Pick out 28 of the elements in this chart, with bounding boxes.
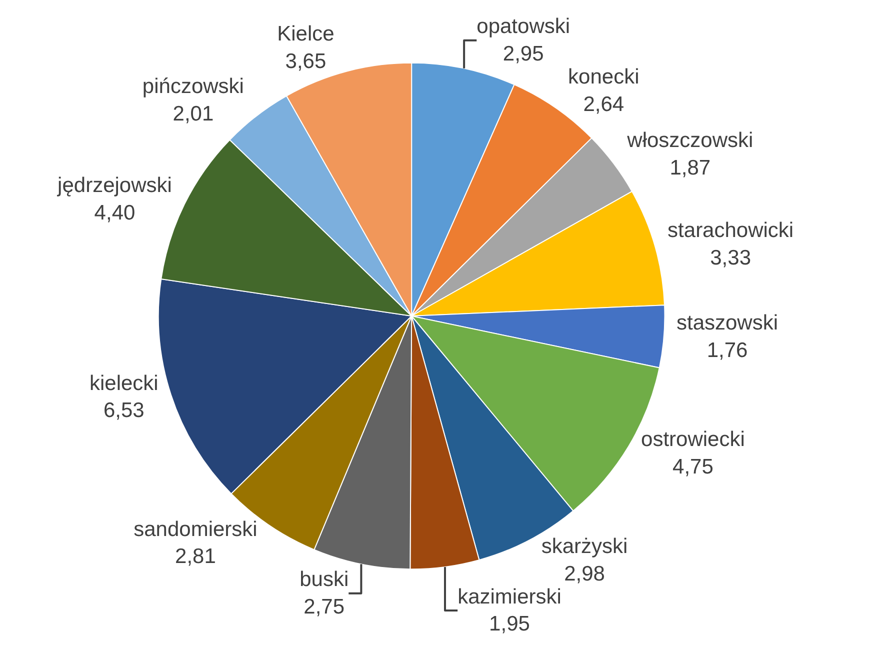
slice-label: kazimierski [458, 585, 562, 608]
slice-label: opatowski [476, 15, 570, 38]
data-label: 6,53 [103, 399, 144, 422]
data-label: 2,75 [304, 596, 345, 619]
slice-label: włoszczowski [626, 129, 754, 152]
slice-label: Kielce [277, 22, 334, 46]
data-label: 3,33 [710, 246, 752, 270]
slice-label: konecki [568, 66, 640, 89]
slice-label: skarżyski [541, 535, 628, 558]
slice-label: staszowski [676, 312, 778, 335]
data-label: 1,87 [670, 156, 711, 180]
data-label: 2,98 [564, 562, 605, 586]
data-label: 2,64 [583, 92, 624, 116]
data-label: 3,65 [285, 50, 326, 73]
data-label: 2,95 [502, 42, 544, 66]
slice-label: ostrowiecki [641, 428, 745, 452]
slice-label: starachowicki [668, 219, 794, 242]
data-label: 2,01 [172, 102, 214, 126]
data-label: 4,75 [672, 456, 714, 478]
slice-label: buski [300, 568, 349, 592]
slice-label: sandomierski [134, 518, 258, 541]
data-label: 1,76 [706, 338, 748, 362]
slice-label: pińczowski [142, 74, 244, 98]
slice-label: kielecki [89, 372, 158, 395]
slice-label: jędrzejowski [56, 174, 172, 197]
data-label: 2,81 [175, 545, 216, 568]
data-label: 1,95 [489, 612, 530, 636]
data-label: 4,40 [94, 201, 136, 224]
